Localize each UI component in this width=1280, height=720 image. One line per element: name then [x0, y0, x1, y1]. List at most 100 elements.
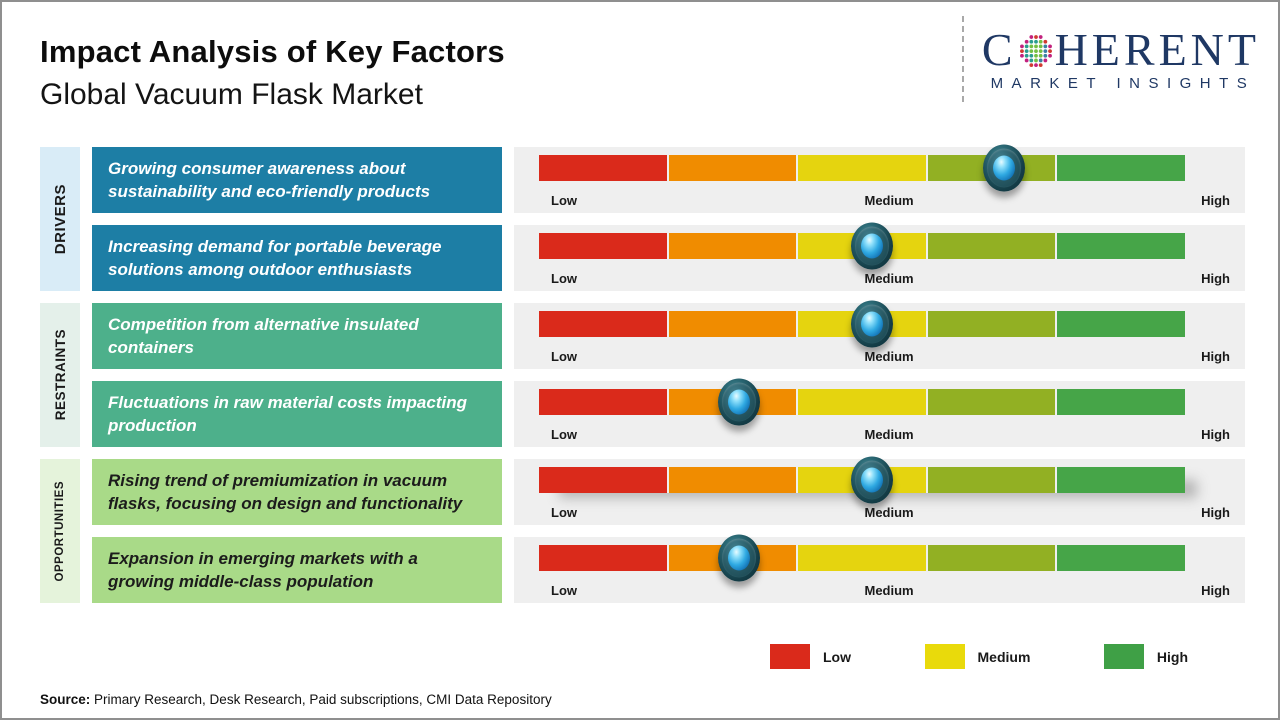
logo-wordmark: C HERENT	[981, 23, 1260, 75]
scale-label-medium: Medium	[864, 271, 914, 286]
impact-scale-row: Low Medium High	[514, 534, 1245, 603]
impact-segment	[927, 467, 1056, 493]
page-subtitle: Global Vacuum Flask Market	[40, 78, 423, 111]
impact-track: Low Medium High	[514, 144, 1245, 213]
impact-bar	[539, 456, 1185, 504]
impact-scale-row: Low Medium High	[514, 300, 1245, 369]
impact-segment	[1057, 389, 1185, 415]
impact-track: Low Medium High	[514, 378, 1245, 447]
legend-label: Medium	[977, 648, 1031, 665]
impact-bar	[539, 378, 1185, 426]
impact-bar	[539, 144, 1185, 192]
scale-label-high: High	[1201, 349, 1230, 364]
impact-segment	[668, 155, 797, 181]
impact-segment	[1057, 467, 1185, 493]
impact-marker-icon	[983, 144, 1026, 192]
scale-label-low: Low	[551, 583, 577, 598]
impact-segment	[1057, 545, 1185, 571]
impact-segment	[539, 545, 667, 571]
impact-bar	[539, 534, 1185, 582]
impact-track: Low Medium High	[514, 222, 1245, 291]
impact-segment	[927, 389, 1056, 415]
impact-scale-row: Low Medium High	[514, 456, 1245, 525]
logo-tagline: MARKET INSIGHTS	[990, 74, 1256, 92]
source-text: Primary Research, Desk Research, Paid su…	[94, 692, 552, 707]
impact-segment	[668, 311, 797, 337]
scale-axis: Low Medium High	[551, 505, 1230, 520]
impact-segment	[539, 389, 667, 415]
scale-label-high: High	[1201, 427, 1230, 442]
impact-scale-row: Low Medium High	[514, 222, 1245, 291]
impact-segment	[1057, 233, 1185, 259]
scale-label-high: High	[1201, 505, 1230, 520]
impact-bar	[539, 300, 1185, 348]
scale-label-low: Low	[551, 349, 577, 364]
scale-label-medium: Medium	[864, 583, 914, 598]
impact-segment	[539, 467, 667, 493]
coherent-market-insights-logo: C HERENT MARKET INSIGHTS	[981, 23, 1260, 92]
scale-label-medium: Medium	[864, 349, 914, 364]
impact-analysis-grid: DRIVERS RESTRAINTS OPPORTUNITIES Growing…	[40, 144, 1245, 603]
scale-label-low: Low	[551, 271, 577, 286]
impact-segment	[668, 233, 797, 259]
legend-swatch-high	[1103, 644, 1144, 669]
category-label-restraints: RESTRAINTS	[40, 303, 80, 447]
scale-axis: Low Medium High	[551, 193, 1230, 208]
logo-letter-c: C	[981, 23, 1017, 75]
impact-segment	[668, 467, 797, 493]
impact-marker-icon	[850, 300, 893, 348]
logo-letters-herent: HERENT	[1054, 23, 1260, 75]
scale-axis: Low Medium High	[551, 583, 1230, 598]
category-label-opportunities: OPPORTUNITIES	[40, 459, 80, 603]
legend-swatch-low	[770, 644, 810, 669]
scale-label-low: Low	[551, 427, 577, 442]
logo-divider	[961, 16, 964, 102]
impact-segment	[798, 389, 926, 415]
impact-segment	[798, 545, 926, 571]
scale-label-high: High	[1201, 583, 1230, 598]
impact-segment	[927, 311, 1056, 337]
legend-item-medium: Medium	[924, 644, 1031, 669]
impact-scale-row: Low Medium High	[514, 144, 1245, 213]
factor-box: Fluctuations in raw material costs impac…	[92, 381, 502, 447]
scale-label-low: Low	[551, 193, 577, 208]
page-title: Impact Analysis of Key Factors	[40, 34, 505, 69]
legend-item-low: Low	[770, 644, 851, 669]
impact-segment	[539, 233, 667, 259]
impact-segment	[1057, 311, 1185, 337]
impact-segment	[539, 311, 667, 337]
impact-segment	[798, 155, 926, 181]
scale-label-high: High	[1201, 271, 1230, 286]
scale-label-medium: Medium	[864, 193, 914, 208]
legend-label: High	[1156, 648, 1188, 665]
scale-label-medium: Medium	[864, 427, 914, 442]
impact-marker-icon	[718, 378, 761, 426]
factor-box: Rising trend of premiumization in vacuum…	[92, 459, 502, 525]
scale-axis: Low Medium High	[551, 271, 1230, 286]
factor-box: Increasing demand for portable beverage …	[92, 225, 502, 291]
scale-label-high: High	[1201, 193, 1230, 208]
scale-label-medium: Medium	[864, 505, 914, 520]
factor-box: Competition from alternative insulated c…	[92, 303, 502, 369]
legend-label: Low	[823, 648, 851, 665]
impact-track: Low Medium High	[514, 534, 1245, 603]
source-note: Source: Primary Research, Desk Research,…	[40, 692, 552, 707]
scale-axis: Low Medium High	[551, 427, 1230, 442]
impact-marker-icon	[718, 534, 761, 582]
category-label-drivers: DRIVERS	[40, 147, 80, 291]
impact-segment	[539, 155, 667, 181]
impact-track: Low Medium High	[514, 300, 1245, 369]
factor-box: Expansion in emerging markets with a gro…	[92, 537, 502, 603]
impact-bar	[539, 222, 1185, 270]
impact-track: Low Medium High	[514, 456, 1245, 525]
legend-item-high: High	[1103, 644, 1188, 669]
source-label: Source:	[40, 692, 91, 707]
brand-logo: C HERENT MARKET INSIGHTS	[961, 16, 1260, 102]
scale-label-low: Low	[551, 505, 577, 520]
legend: Low Medium High	[770, 644, 1188, 669]
impact-segment	[1057, 155, 1185, 181]
impact-scale-row: Low Medium High	[514, 378, 1245, 447]
impact-segment	[927, 233, 1056, 259]
factor-box: Growing consumer awareness about sustain…	[92, 147, 502, 213]
impact-marker-icon	[850, 222, 893, 270]
